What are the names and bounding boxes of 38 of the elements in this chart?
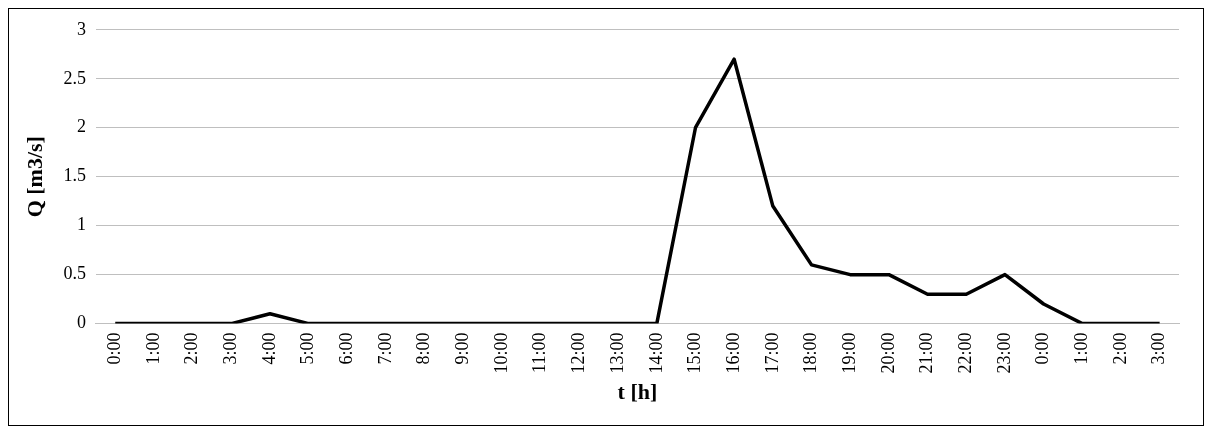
y-tick-label: 1.5 — [63, 165, 86, 186]
x-tick-label: 19:00 — [838, 332, 859, 374]
x-tick-label: 18:00 — [800, 332, 821, 374]
x-tick-label: 20:00 — [877, 332, 898, 374]
x-tick-label: 1:00 — [1071, 332, 1092, 365]
x-tick-label: 4:00 — [258, 332, 279, 365]
x-tick-label: 22:00 — [954, 332, 975, 374]
x-tick-label: 12:00 — [568, 332, 589, 374]
y-tick-label: 3 — [76, 18, 86, 39]
x-tick-label: 5:00 — [297, 332, 318, 365]
x-tick-label: 2:00 — [181, 332, 202, 365]
x-tick-label: 7:00 — [374, 332, 395, 365]
x-tick-label: 3:00 — [220, 332, 241, 365]
x-tick-label: 1:00 — [142, 332, 163, 365]
x-tick-label: 11:00 — [529, 332, 550, 373]
x-tick-label: 0:00 — [1032, 332, 1053, 365]
y-tick-label: 0 — [76, 312, 86, 333]
y-tick-label: 0.5 — [63, 263, 86, 284]
x-tick-label: 9:00 — [452, 332, 473, 365]
chart-frame: t [h] Q [m3/s] 0:00 1:00 2:00 3:00 4:00 5:00 6:00 7:00 8:00 9:00 10:00 11:00 12:00 13:00 14:00 15:00 16:00 17:00 18:00 19:00 20:00 21:00 22:00 23:00 0:00 1:00 2:00 3:00 0 0.5 1 1.5 2 2.5 3 — [8, 8, 1204, 426]
x-tick-label: 17:00 — [761, 332, 782, 374]
x-tick-label: 23:00 — [993, 332, 1014, 374]
x-tick-label: 15:00 — [684, 332, 705, 374]
x-tick-label: 2:00 — [1109, 332, 1130, 365]
y-tick-label: 1 — [76, 214, 86, 235]
x-tick-label: 14:00 — [645, 332, 666, 374]
y-tick-label: 2.5 — [63, 67, 86, 88]
x-tick-label: 13:00 — [606, 332, 627, 374]
x-tick-label: 6:00 — [336, 332, 357, 365]
y-tick-label: 2 — [76, 116, 86, 137]
x-tick-label: 3:00 — [1148, 332, 1169, 365]
x-tick-label: 21:00 — [916, 332, 937, 374]
x-tick-label: 0:00 — [103, 332, 124, 365]
x-tick-label: 8:00 — [413, 332, 434, 365]
y-axis-title: Q [m3/s] — [21, 136, 47, 218]
x-axis-title: t [h] — [617, 379, 658, 405]
x-tick-label: 10:00 — [490, 332, 511, 374]
x-tick-label: 16:00 — [722, 332, 743, 374]
